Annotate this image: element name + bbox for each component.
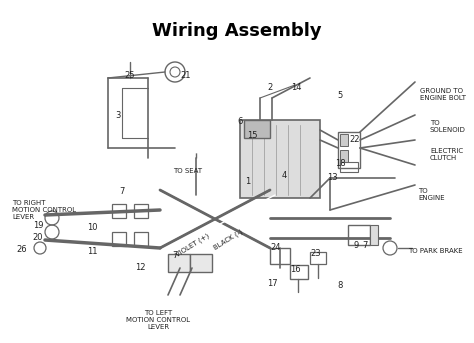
Text: 12: 12: [135, 263, 145, 272]
Text: 2: 2: [267, 83, 273, 93]
Text: 24: 24: [271, 244, 281, 252]
Bar: [310, 252, 326, 264]
Bar: [190, 254, 212, 272]
Text: 23: 23: [310, 248, 321, 258]
Text: GROUND TO
ENGINE BOLT: GROUND TO ENGINE BOLT: [420, 88, 466, 101]
Text: TO RIGHT
MOTION CONTROL
LEVER: TO RIGHT MOTION CONTROL LEVER: [12, 200, 76, 220]
Text: 26: 26: [17, 246, 27, 255]
Bar: [290, 265, 308, 279]
Text: 1: 1: [246, 177, 251, 187]
Bar: [244, 120, 270, 138]
Text: VIOLET (+): VIOLET (+): [175, 232, 211, 258]
Text: 5: 5: [337, 91, 343, 99]
Bar: [134, 204, 148, 218]
Bar: [168, 254, 190, 272]
Text: 7: 7: [362, 240, 368, 249]
Text: TO
SOLENOID: TO SOLENOID: [430, 120, 466, 133]
Text: 22: 22: [350, 135, 360, 144]
Text: 10: 10: [87, 224, 97, 233]
Text: 17: 17: [267, 279, 277, 287]
Text: ELECTRIC
CLUTCH: ELECTRIC CLUTCH: [430, 148, 463, 161]
Bar: [134, 232, 148, 246]
Bar: [112, 204, 126, 218]
Bar: [340, 162, 358, 172]
Text: 11: 11: [87, 248, 97, 257]
Bar: [348, 225, 370, 245]
Text: 8: 8: [337, 281, 343, 289]
Text: 13: 13: [327, 174, 337, 182]
Text: 3: 3: [115, 110, 121, 119]
Text: Wiring Assembly: Wiring Assembly: [152, 22, 322, 40]
Text: 14: 14: [291, 83, 301, 93]
Text: 6: 6: [237, 118, 243, 127]
Text: 4: 4: [282, 170, 287, 179]
Text: 19: 19: [33, 221, 43, 229]
Text: 7: 7: [119, 188, 125, 197]
Text: TO SEAT: TO SEAT: [173, 168, 202, 174]
Bar: [340, 150, 348, 162]
Text: 7: 7: [173, 250, 178, 260]
Text: 20: 20: [33, 234, 43, 243]
Text: TO
ENGINE: TO ENGINE: [418, 188, 445, 201]
Text: BLACK (-): BLACK (-): [213, 228, 244, 251]
Bar: [338, 132, 360, 168]
Text: TO LEFT
MOTION CONTROL
LEVER: TO LEFT MOTION CONTROL LEVER: [126, 310, 190, 330]
Bar: [370, 225, 378, 245]
Text: 21: 21: [181, 71, 191, 81]
Bar: [112, 232, 126, 246]
Bar: [340, 134, 348, 146]
Text: TO PARK BRAKE: TO PARK BRAKE: [408, 248, 463, 254]
Bar: [240, 120, 320, 198]
Bar: [270, 248, 290, 264]
Text: 15: 15: [247, 130, 257, 140]
Text: 25: 25: [125, 71, 135, 80]
Text: 9: 9: [354, 240, 359, 249]
Text: 18: 18: [335, 158, 346, 167]
Text: 16: 16: [290, 265, 301, 274]
